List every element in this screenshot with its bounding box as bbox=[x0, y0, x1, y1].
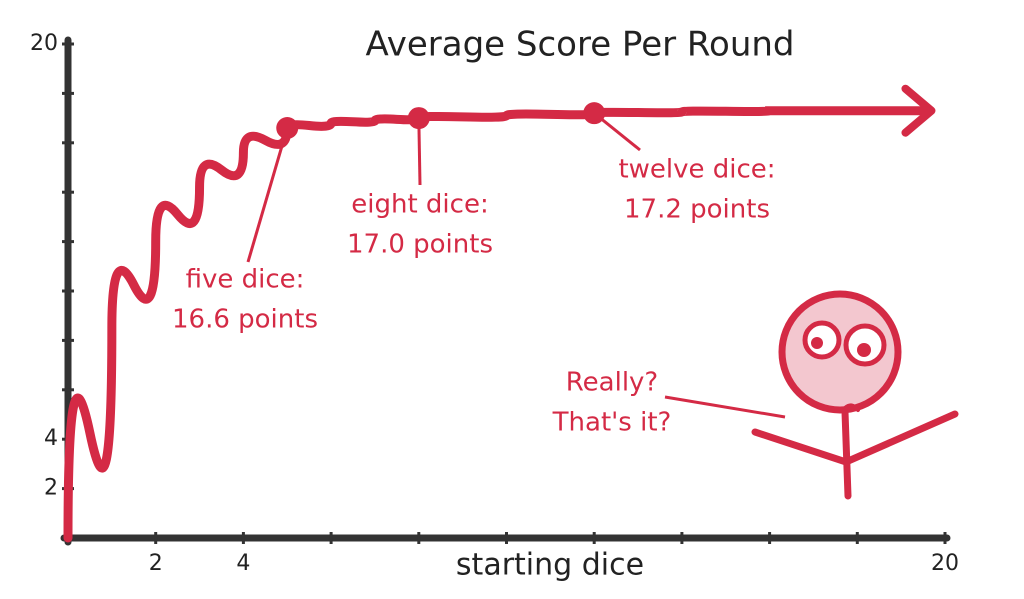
highlight-point bbox=[583, 102, 606, 125]
chart-title: Average Score Per Round bbox=[365, 25, 794, 65]
x-tick-label: 2 bbox=[149, 551, 163, 576]
speech-pointer bbox=[664, 395, 786, 419]
y-tick-label: 4 bbox=[44, 426, 58, 451]
highlight-point bbox=[276, 116, 299, 139]
annotation-text: 17.2 points bbox=[624, 195, 770, 225]
x-axis-label: starting dice bbox=[456, 548, 644, 583]
line bbox=[63, 106, 932, 543]
arrow-head bbox=[901, 84, 936, 137]
annotation-text: 16.6 points bbox=[172, 305, 318, 335]
x-tick-label: 20 bbox=[931, 551, 959, 576]
highlight-point bbox=[407, 107, 430, 130]
y-tick-label: 20 bbox=[30, 31, 58, 56]
annotation-text: eight dice: bbox=[351, 190, 488, 220]
y-tick-label: 2 bbox=[44, 476, 58, 501]
annotation-pointer bbox=[417, 118, 422, 186]
annotation-text: 17.0 points bbox=[347, 230, 493, 260]
x-tick-label: 4 bbox=[236, 551, 250, 576]
annotation-text: twelve dice: bbox=[618, 155, 775, 185]
annotation-text: five dice: bbox=[186, 265, 305, 295]
stick-figure bbox=[751, 290, 959, 500]
speech-text: That's it? bbox=[552, 408, 672, 438]
speech-text: Really? bbox=[566, 368, 658, 398]
annotation-pointer bbox=[246, 127, 289, 263]
